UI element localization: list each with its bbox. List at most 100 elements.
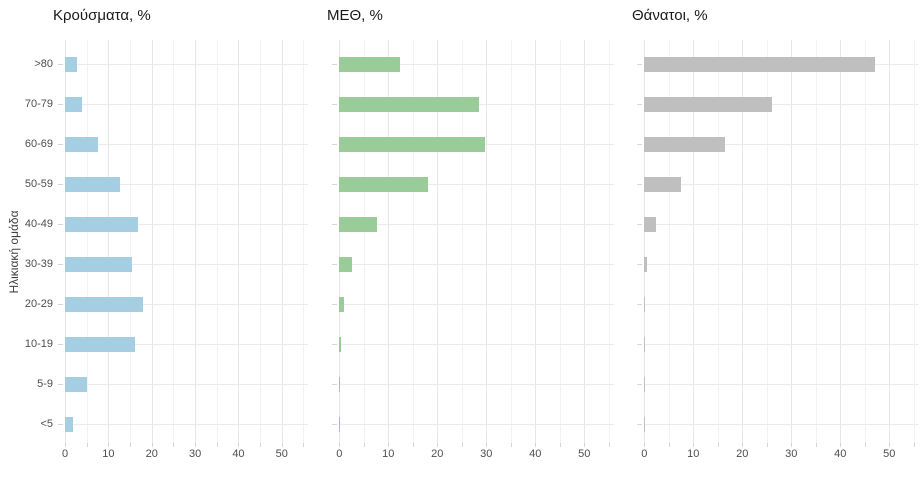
gridline-vertical [608,40,610,443]
y-axis-tick-label: 20-29 [24,298,53,310]
x-axis-tick-label: 20 [431,448,444,460]
gridline-horizontal [65,104,308,105]
gridline-vertical [717,40,719,443]
gridline-horizontal [339,384,614,385]
gridline-vertical [535,40,537,443]
y-axis-tick [637,184,643,185]
x-axis-tick-label: 20 [736,448,749,460]
y-axis-tick [332,264,338,265]
gridline-horizontal [65,304,308,305]
x-axis-tick [840,443,842,447]
x-axis-tick [412,443,414,447]
y-axis-tick [58,304,63,305]
gridline-vertical [281,40,283,443]
x-axis-tick [913,443,915,447]
x-axis-tick [486,443,488,447]
x-axis-tick [510,443,512,447]
gridline-vertical [913,40,915,443]
x-axis-tick-label: 0 [336,448,343,460]
x-axis-tick-label: 40 [834,448,847,460]
gridline-vertical [303,40,305,443]
x-axis-tick [608,443,610,447]
gridline-horizontal [644,144,919,145]
gridline-vertical [766,40,768,443]
bar-70-79 [339,96,479,112]
gridline-vertical [584,40,586,443]
x-axis-tick [437,443,439,447]
x-axis-tick [130,443,132,447]
x-axis-tick [791,443,793,447]
y-axis-tick [637,384,643,385]
x-axis-tick [461,443,463,447]
bar-10-19 [644,336,646,352]
y-axis-tick [58,224,63,225]
gridline-vertical [195,40,197,443]
x-axis-tick-label: 30 [785,448,798,460]
gridline-horizontal [339,64,614,65]
y-axis-tick [637,144,643,145]
x-axis-tick [65,443,66,447]
y-axis-tick [58,64,63,65]
gridline-vertical [65,40,66,443]
gridline-horizontal [644,104,919,105]
x-axis-tick [742,443,744,447]
panel-deaths-title: Θάνατοι, % [632,7,708,24]
bar-30-39 [65,256,133,272]
y-axis-tick [332,104,338,105]
y-axis-tick [332,144,338,145]
bar-30-39 [339,256,353,272]
gridline-vertical [815,40,817,443]
gridline-horizontal [65,384,308,385]
y-axis-tick [637,64,643,65]
gridline-horizontal [65,144,308,145]
gridline-vertical [437,40,439,443]
bar-50-59 [339,176,429,192]
bar-20-29 [339,296,344,312]
y-axis-tick [637,224,643,225]
panel-deaths: Θάνατοι, % 0 10 20 30 40 50 [614,0,920,493]
gridline-horizontal [644,264,919,265]
gridline-horizontal [339,304,614,305]
gridline-vertical [260,40,262,443]
y-axis-tick-label: 70-79 [24,98,53,110]
gridline-vertical [510,40,512,443]
y-axis-tick-label: 40-49 [24,218,53,230]
gridline-horizontal [339,184,614,185]
panel-cases-title: Κρούσματα, % [53,7,151,24]
gridline-vertical [339,40,341,443]
gridline-horizontal [339,344,614,345]
bar-50-59 [65,176,121,192]
gridline-vertical [864,40,866,443]
y-axis-tick [58,144,63,145]
bar-70-79 [65,96,82,112]
bar-5-9 [339,376,341,392]
bar-60-69 [644,136,725,152]
bar-<5 [65,416,74,432]
gridline-horizontal [339,424,614,425]
gridline-horizontal [65,224,308,225]
x-axis-tick [238,443,240,447]
gridline-vertical [151,40,153,443]
y-axis-tick-label: 10-19 [24,338,53,350]
y-axis-tick [332,224,338,225]
gridline-vertical [238,40,240,443]
gridline-vertical [86,40,88,443]
gridline-vertical [791,40,793,443]
x-axis-tick-label: 20 [145,448,158,460]
x-axis-tick-label: 0 [641,448,648,460]
x-axis-tick [86,443,88,447]
x-axis-tick [889,443,891,447]
bar-20-29 [644,296,646,312]
x-axis-tick [815,443,817,447]
y-axis-tick [637,304,643,305]
panel-cases: Κρούσματα, % 0 10 20 30 40 50 >80 70-79 60-69 50… [0,0,308,493]
bar-70-79 [644,96,773,112]
x-axis-tick [339,443,341,447]
y-axis-tick [637,104,643,105]
gridline-vertical [363,40,365,443]
x-axis-tick [559,443,561,447]
gridline-horizontal [65,424,308,425]
gridline-horizontal [644,384,919,385]
x-axis-tick-label: 10 [382,448,395,460]
